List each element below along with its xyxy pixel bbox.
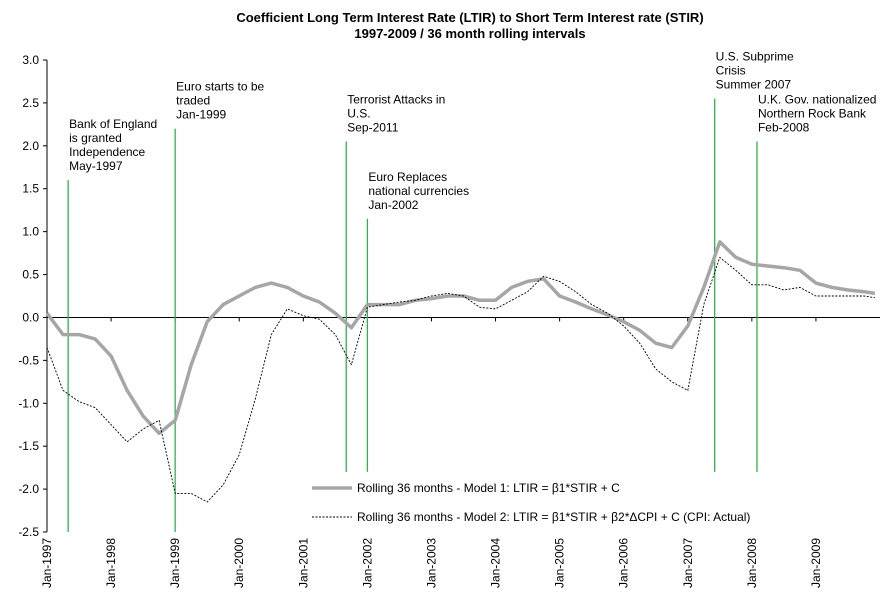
annotation-text: Euro starts to be xyxy=(176,80,264,94)
annotation-text: Feb-2008 xyxy=(758,121,810,135)
annotation-text: Jan-1999 xyxy=(176,108,226,122)
annotation-text: Summer 2007 xyxy=(716,78,792,92)
series-line xyxy=(46,256,875,503)
x-tick-label: Jan-1999 xyxy=(168,538,182,588)
y-tick-label: 0.5 xyxy=(22,268,39,282)
y-tick-label: 0.0 xyxy=(22,310,39,324)
y-tick-label: -0.5 xyxy=(18,353,39,367)
x-tick-label: Jan-1997 xyxy=(40,538,54,588)
legend-label: Rolling 36 months - Model 2: LTIR = β1*S… xyxy=(357,510,750,524)
annotation-text: Crisis xyxy=(716,64,746,78)
chart-title: Coefficient Long Term Interest Rate (LTI… xyxy=(236,10,703,25)
x-tick-label: Jan-2005 xyxy=(553,538,567,588)
x-tick-label: Jan-2009 xyxy=(809,538,823,588)
y-tick-label: 1.0 xyxy=(22,225,39,239)
annotation-text: Independence xyxy=(69,145,145,159)
y-tick-label: 1.5 xyxy=(22,182,39,196)
x-tick-label: Jan-2001 xyxy=(296,538,310,588)
annotation-text: U.K. Gov. nationalized xyxy=(758,93,877,107)
annotation-text: U.S. xyxy=(347,107,370,121)
x-tick-label: Jan-2002 xyxy=(360,538,374,588)
annotation-text: Euro Replaces xyxy=(368,170,447,184)
y-tick-label: 3.0 xyxy=(22,53,39,67)
annotation-text: is granted xyxy=(69,131,122,145)
x-tick-label: Jan-2007 xyxy=(681,538,695,588)
y-tick-label: -2.0 xyxy=(18,482,39,496)
y-tick-label: 2.0 xyxy=(22,139,39,153)
y-tick-label: -1.5 xyxy=(18,439,39,453)
annotation-text: Sep-2011 xyxy=(347,121,398,135)
annotation-text: Bank of England xyxy=(69,117,157,131)
annotation-text: Northern Rock Bank xyxy=(758,107,867,121)
y-tick-label: -2.5 xyxy=(18,525,39,539)
x-tick-label: Jan-2008 xyxy=(745,538,759,588)
chart-subtitle: 1997-2009 / 36 month rolling intervals xyxy=(354,26,585,41)
annotation-text: May-1997 xyxy=(69,159,123,173)
x-tick-label: Jan-2004 xyxy=(489,538,503,588)
annotation-text: traded xyxy=(176,94,210,108)
x-tick-label: Jan-1998 xyxy=(104,538,118,588)
annotation-text: U.S. Subprime xyxy=(716,50,794,64)
annotation-text: national currencies xyxy=(368,184,469,198)
x-tick-label: Jan-2003 xyxy=(424,538,438,588)
annotation-text: Jan-2002 xyxy=(368,198,418,212)
x-tick-label: Jan-2000 xyxy=(232,538,246,588)
x-tick-label: Jan-2006 xyxy=(617,538,631,588)
annotation-text: Terrorist Attacks in xyxy=(347,93,445,107)
series-line xyxy=(45,240,876,436)
y-tick-label: 2.5 xyxy=(22,96,39,110)
y-tick-label: -1.0 xyxy=(18,396,39,410)
legend-label: Rolling 36 months - Model 1: LTIR = β1*S… xyxy=(357,481,620,495)
